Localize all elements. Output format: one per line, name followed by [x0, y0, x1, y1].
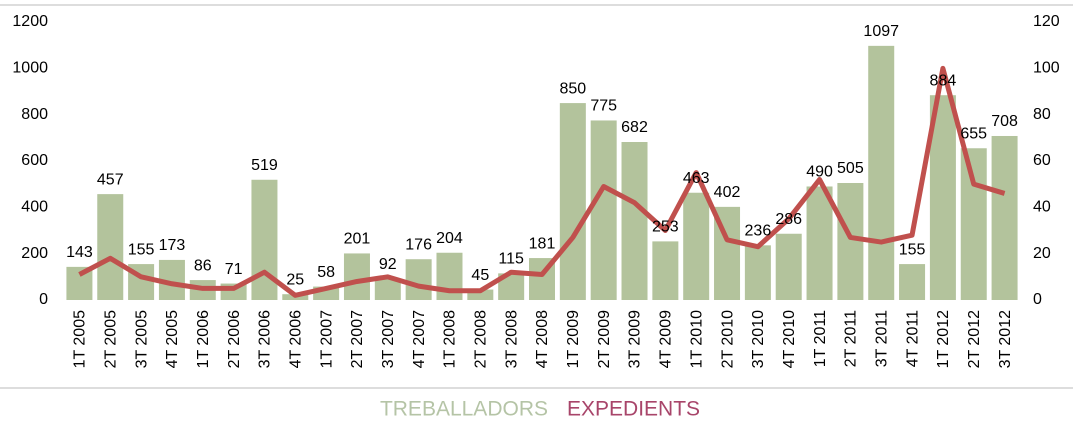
x-tick-label: 4T 2010	[781, 310, 798, 369]
bar	[899, 264, 926, 300]
bar	[806, 186, 833, 300]
data-label: 204	[436, 230, 463, 247]
legend-entry: EXPEDIENTS	[567, 398, 700, 421]
bar	[929, 95, 956, 300]
data-label: 155	[128, 241, 155, 258]
line	[78, 65, 1006, 298]
bar	[559, 103, 586, 300]
data-label: 173	[159, 237, 186, 254]
x-tick-label: 3T 2011	[873, 310, 890, 367]
data-label: 115	[498, 251, 524, 268]
data-label: 155	[899, 241, 926, 258]
data-label: 463	[683, 170, 710, 187]
y2-tick-label: 40	[1033, 199, 1051, 216]
data-label: 457	[97, 171, 124, 188]
x-tick-label: 1T 2008	[442, 310, 459, 369]
x-tick-label: 3T 2007	[380, 310, 397, 369]
data-label: 176	[405, 236, 432, 253]
y2-tick-label: 100	[1033, 60, 1060, 77]
bar	[683, 192, 710, 300]
data-label: 181	[529, 235, 556, 252]
y-tick-label: 200	[21, 245, 48, 262]
x-tick-label: 4T 2005	[164, 310, 181, 369]
y-tick-label: 400	[21, 199, 48, 216]
bar	[621, 142, 648, 300]
bar	[467, 289, 494, 300]
bar	[868, 45, 895, 301]
x-tick-label: 2T 2010	[719, 310, 736, 369]
x-tick-label: 4T 2008	[534, 310, 551, 369]
x-tick-label: 4T 2011	[904, 310, 921, 367]
y-tick-label: 0	[39, 291, 48, 308]
x-tick-label: 1T 2010	[688, 310, 705, 369]
data-label: 25	[286, 271, 304, 288]
y-tick-label: 1000	[12, 60, 48, 77]
data-label: 1097	[863, 23, 899, 40]
data-label: 655	[960, 125, 987, 142]
x-tick-label: 1T 2005	[72, 310, 89, 369]
bar	[775, 233, 802, 300]
data-label: 682	[621, 119, 648, 136]
y-tick-label: 600	[21, 152, 48, 169]
y-tick-label: 1200	[12, 13, 48, 30]
data-label: 92	[379, 256, 397, 273]
bar	[744, 245, 771, 300]
bar	[405, 259, 432, 300]
x-tick-label: 3T 2005	[133, 310, 150, 369]
data-label: 45	[471, 267, 489, 284]
data-label: 775	[590, 98, 617, 115]
x-tick-label: 3T 2009	[627, 310, 644, 369]
data-label: 490	[806, 164, 833, 181]
bar	[97, 194, 124, 300]
x-tick-label: 2T 2009	[596, 310, 613, 369]
data-label: 519	[251, 157, 278, 174]
x-tick-label: 2T 2011	[843, 310, 860, 367]
data-label: 708	[991, 113, 1018, 130]
data-label: 884	[930, 72, 957, 89]
bar	[374, 278, 401, 300]
bar	[837, 183, 864, 300]
data-label: 505	[837, 160, 864, 177]
y2-tick-label: 0	[1033, 291, 1042, 308]
bar	[590, 120, 617, 300]
legend-entry: TREBALLADORS	[380, 398, 548, 421]
x-tick-label: 2T 2008	[473, 310, 490, 369]
x-tick-label: 1T 2011	[812, 310, 829, 367]
data-label: 850	[559, 80, 586, 97]
x-tick-label: 1T 2006	[195, 310, 212, 369]
x-tick-label: 4T 2007	[411, 310, 428, 369]
x-tick-label: 4T 2009	[658, 310, 675, 369]
bar	[343, 253, 370, 300]
x-tick-label: 1T 2009	[565, 310, 582, 369]
data-label: 286	[775, 211, 802, 228]
data-label: 236	[745, 223, 772, 240]
x-tick-label: 3T 2008	[503, 310, 520, 369]
bar	[991, 135, 1018, 300]
x-tick-label: 3T 2010	[750, 310, 767, 369]
y-tick-label: 800	[21, 106, 48, 123]
x-tick-label: 1T 2012	[935, 310, 952, 369]
x-tick-label: 3T 2006	[257, 310, 274, 369]
data-label: 71	[225, 261, 243, 278]
x-tick-label: 4T 2006	[288, 310, 305, 369]
bar	[960, 148, 987, 300]
x-tick-label: 2T 2012	[966, 310, 983, 369]
data-label: 201	[344, 231, 371, 248]
data-label: 86	[194, 257, 212, 274]
data-label: 143	[66, 244, 93, 261]
data-label: 253	[652, 219, 679, 236]
bar	[652, 241, 679, 300]
x-tick-label: 1T 2007	[318, 310, 335, 369]
y2-tick-label: 120	[1033, 13, 1060, 30]
x-tick-label: 2T 2005	[102, 310, 119, 369]
data-label: 58	[317, 264, 335, 281]
x-tick-label: 3T 2012	[997, 310, 1014, 369]
x-tick-label: 2T 2007	[349, 310, 366, 369]
data-label: 402	[714, 184, 741, 201]
y2-tick-label: 20	[1033, 245, 1051, 262]
y2-tick-label: 60	[1033, 152, 1051, 169]
x-tick-label: 2T 2006	[226, 310, 243, 369]
y2-tick-label: 80	[1033, 106, 1051, 123]
